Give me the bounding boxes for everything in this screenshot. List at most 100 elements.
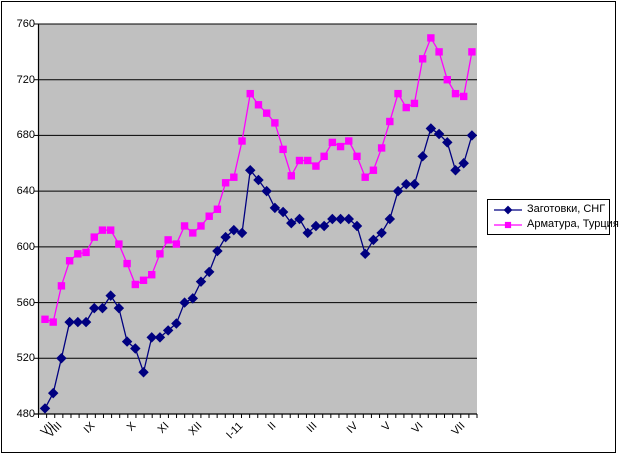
legend-item: Заготовки, СНГ: [488, 203, 609, 216]
legend-label: Арматура, Турция: [527, 218, 619, 230]
data-point-diamond: [359, 248, 371, 260]
data-point-diamond: [203, 266, 215, 278]
data-point-diamond: [130, 343, 141, 354]
data-point-square: [156, 250, 164, 258]
data-point-diamond: [212, 245, 223, 257]
data-point-diamond: [302, 227, 313, 239]
data-point-square: [386, 117, 394, 126]
data-point-diamond: [343, 213, 355, 225]
data-point-square: [460, 92, 468, 101]
data-point-square: [82, 248, 90, 257]
data-point-square: [106, 226, 115, 234]
data-point-square: [328, 138, 337, 147]
data-point-square: [369, 166, 378, 174]
legend-marker-square-icon: [494, 221, 522, 228]
data-point-diamond: [245, 165, 256, 176]
y-axis-label: 560: [16, 296, 35, 309]
data-point-diamond: [277, 206, 289, 218]
data-point-square: [262, 109, 271, 117]
data-point-diamond: [154, 332, 166, 343]
y-axis-label: 520: [16, 352, 35, 365]
data-point-diamond: [113, 302, 125, 314]
data-point-diamond: [179, 297, 190, 308]
data-point-diamond: [368, 234, 379, 246]
data-point-diamond: [39, 403, 51, 414]
data-point-square: [320, 152, 328, 161]
data-point-square: [246, 89, 254, 98]
data-point-diamond: [327, 213, 338, 225]
data-point-diamond: [236, 227, 248, 239]
data-point-square: [418, 55, 427, 63]
data-point-diamond: [56, 353, 67, 364]
data-point-diamond: [409, 178, 420, 190]
data-point-diamond: [351, 220, 363, 232]
data-point-square: [402, 103, 410, 112]
data-point-square: [189, 229, 197, 237]
y-axis-label: 680: [16, 129, 35, 142]
data-point-diamond: [384, 213, 396, 225]
data-point-diamond: [195, 276, 207, 287]
data-point-square: [74, 250, 82, 258]
data-point-square: [287, 172, 296, 180]
data-point-square: [451, 89, 460, 98]
data-point-square: [57, 282, 66, 290]
data-point-diamond: [458, 158, 469, 169]
legend-item: Арматура, Турция: [488, 218, 619, 231]
data-point-diamond: [392, 185, 404, 197]
data-point-square: [230, 173, 238, 181]
data-point-diamond: [318, 220, 330, 232]
data-point-square: [164, 236, 172, 244]
data-point-diamond: [171, 318, 182, 329]
data-point-diamond: [80, 316, 92, 328]
y-axis-label: 760: [16, 18, 35, 30]
data-point-diamond: [269, 202, 281, 214]
data-point-diamond: [138, 366, 149, 378]
data-point-square: [213, 205, 222, 213]
data-point-square: [41, 315, 49, 323]
y-axis-label: 480: [16, 408, 35, 420]
data-point-square: [49, 318, 57, 326]
data-point-square: [221, 179, 230, 187]
data-point-square: [345, 137, 353, 145]
data-point-diamond: [466, 130, 478, 141]
data-point-diamond: [89, 302, 100, 314]
data-point-square: [361, 173, 369, 181]
legend-marker-diamond-icon: [494, 205, 522, 214]
data-point-square: [271, 119, 279, 127]
data-point-diamond: [105, 290, 116, 301]
data-point-diamond: [228, 224, 240, 236]
plot-svg: [34, 23, 478, 418]
plot-area: [38, 24, 477, 414]
data-point-diamond: [433, 128, 445, 140]
data-point-square: [394, 89, 402, 98]
data-point-square: [139, 276, 148, 284]
data-point-diamond: [335, 213, 346, 225]
data-point-square: [148, 271, 156, 279]
data-point-diamond: [401, 178, 412, 190]
data-point-diamond: [442, 137, 453, 148]
data-point-diamond: [450, 165, 461, 176]
data-point-square: [295, 156, 304, 165]
y-axis-label: 720: [16, 73, 35, 86]
data-point-square: [435, 48, 443, 56]
data-point-square: [65, 257, 74, 265]
data-point-square: [468, 48, 476, 56]
data-point-diamond: [47, 387, 59, 399]
data-point-diamond: [187, 293, 199, 304]
y-axis-label: 600: [16, 240, 35, 253]
data-point-square: [312, 162, 320, 170]
data-point-square: [304, 156, 312, 165]
data-point-diamond: [253, 174, 264, 186]
data-point-square: [115, 240, 123, 248]
data-point-square: [172, 240, 181, 248]
data-point-square: [180, 222, 189, 230]
data-point-square: [197, 222, 205, 230]
data-point-diamond: [72, 316, 84, 328]
data-point-diamond: [162, 325, 174, 336]
data-point-square: [427, 34, 435, 42]
data-point-diamond: [310, 220, 322, 232]
data-point-diamond: [97, 302, 108, 314]
data-point-diamond: [286, 217, 297, 229]
data-point-square: [336, 142, 345, 151]
